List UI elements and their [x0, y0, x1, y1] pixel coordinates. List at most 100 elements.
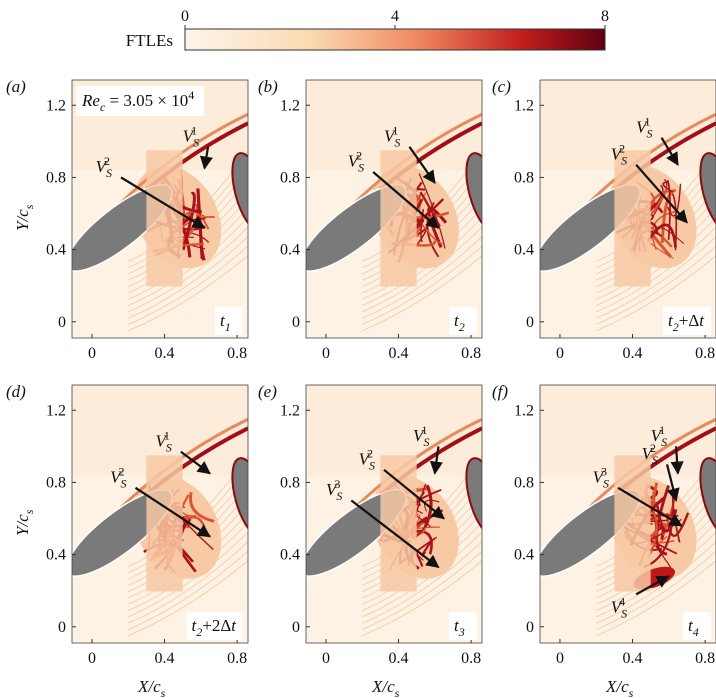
vortex-filament — [426, 202, 440, 258]
streak — [596, 560, 716, 637]
text-part: t — [454, 616, 460, 635]
x-tick-label: 0.8 — [695, 345, 715, 362]
y-tick-label: 0.4 — [46, 547, 66, 564]
arrow — [660, 137, 679, 166]
streak — [128, 226, 248, 313]
frame — [305, 384, 483, 644]
text-part: S — [369, 458, 375, 472]
vortex-label: VS1 — [155, 428, 171, 454]
streak — [128, 550, 248, 630]
panel-label: (f) — [492, 382, 508, 401]
y-tick-label: 1.2 — [46, 97, 66, 114]
x-tick-label: 0.4 — [623, 650, 643, 667]
text-part: 2 — [196, 625, 202, 639]
body — [465, 457, 482, 537]
frame — [305, 79, 483, 339]
vortex-filament — [646, 223, 678, 248]
colorbar-tick-label: 8 — [601, 8, 609, 25]
arrow — [429, 446, 443, 475]
text-part: 3 — [334, 477, 340, 491]
x-axis-label: X/cs — [137, 677, 166, 698]
vortex-label: VS2 — [110, 464, 126, 490]
text-part: 1 — [421, 423, 427, 437]
body — [231, 152, 248, 232]
x-tick-label: 0.8 — [695, 650, 715, 667]
text-part: V — [611, 597, 624, 616]
text-part: 2 — [650, 441, 656, 455]
x-tick-label: 0.4 — [389, 650, 409, 667]
frame — [539, 384, 716, 644]
x-tick-label: 0 — [88, 650, 96, 667]
x-tick-label: 0.8 — [227, 650, 247, 667]
text-part: c — [100, 100, 106, 114]
vortex-filament — [423, 484, 433, 528]
streak — [128, 245, 248, 325]
panel-label: (c) — [492, 77, 511, 96]
text-part: s — [629, 686, 634, 698]
y-tick-label: 1.2 — [280, 402, 300, 419]
streak — [362, 541, 482, 624]
vortex-filament — [196, 188, 204, 259]
y-tick-label: 0 — [292, 619, 300, 636]
y-tick-label: 0 — [526, 619, 534, 636]
y-tick-label: 1.2 — [514, 402, 534, 419]
panel-label: (e) — [258, 382, 277, 401]
text-part: 1 — [645, 114, 651, 128]
body — [465, 152, 482, 232]
vortex-filament — [662, 181, 674, 193]
y-tick-label: 0 — [292, 314, 300, 331]
x-axis-label: X/cs — [605, 677, 634, 698]
text-part: t — [454, 311, 460, 330]
body — [699, 457, 716, 537]
x-tick-label: 0.8 — [461, 345, 481, 362]
streak — [362, 236, 482, 319]
vortex-label: VS1 — [384, 123, 400, 149]
text-part: X/c — [371, 677, 395, 696]
arrow — [180, 450, 211, 475]
streak — [596, 550, 716, 630]
streak — [128, 236, 248, 319]
vortex-label: VS3 — [593, 464, 609, 490]
panel-label: (a) — [6, 77, 26, 96]
arrow — [199, 146, 213, 170]
text-part: Re — [81, 91, 100, 110]
arrow — [617, 486, 683, 527]
y-tick-label: 0 — [526, 314, 534, 331]
vortex-label: VS2 — [348, 149, 364, 175]
y-tick-label: 0.8 — [514, 169, 534, 186]
y-tick-label: 0 — [58, 314, 66, 331]
flow-field — [72, 80, 248, 338]
y-axis-label: Y/cs — [13, 509, 36, 536]
x-tick-label: 0.4 — [155, 650, 175, 667]
text-part: V — [642, 444, 655, 463]
streak — [596, 255, 716, 332]
text-part: 3 — [458, 625, 465, 639]
streak — [362, 550, 482, 630]
text-part: V — [110, 467, 123, 486]
vortex-label: VS2 — [611, 141, 627, 167]
text-part: S — [106, 166, 112, 180]
text-part: 1 — [191, 123, 197, 137]
vortex-label: VS2 — [642, 441, 658, 467]
x-tick-label: 0 — [88, 345, 96, 362]
y-tick-label: 0.4 — [280, 547, 300, 564]
text-part: S — [193, 135, 199, 149]
time-label: t2 — [454, 311, 465, 334]
y-tick-label: 0.8 — [514, 474, 534, 491]
cut — [380, 455, 417, 592]
text-part: 1 — [392, 123, 398, 137]
y-tick-label: 0.4 — [514, 547, 534, 564]
cut — [614, 150, 651, 287]
time-label: t1 — [220, 311, 231, 334]
text-part: 4 — [188, 88, 194, 102]
text-part: 2 — [673, 320, 679, 334]
streak — [128, 255, 248, 332]
y-tick-label: 0.8 — [280, 474, 300, 491]
cut — [146, 455, 183, 592]
arrow — [120, 176, 206, 229]
text-part: 1 — [225, 320, 231, 334]
y-tick-label: 1.2 — [514, 97, 534, 114]
text-part: V — [413, 426, 426, 445]
text-part: s — [395, 686, 400, 698]
time-label: t2+2Δt — [192, 616, 238, 639]
